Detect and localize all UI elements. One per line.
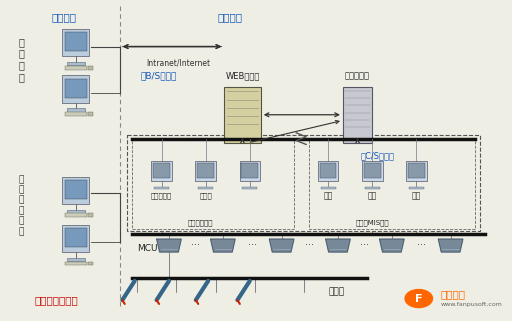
Bar [196, 160, 216, 181]
Text: Intranet/Internet: Intranet/Internet [147, 58, 211, 67]
Text: 发
电
集
团: 发 电 集 团 [18, 37, 24, 82]
Bar [62, 177, 90, 204]
Bar [62, 225, 90, 252]
Bar [65, 228, 87, 247]
Text: ···: ··· [360, 240, 369, 251]
Bar [88, 213, 93, 217]
Text: 主任: 主任 [412, 192, 421, 201]
Bar [67, 62, 85, 65]
Polygon shape [326, 239, 350, 252]
Bar [65, 213, 87, 217]
Bar [132, 139, 294, 229]
Bar [65, 180, 87, 199]
Text: 工控机: 工控机 [199, 193, 212, 199]
Text: www.fanpusoft.com: www.fanpusoft.com [441, 302, 503, 307]
Text: （监控中心）: （监控中心） [188, 220, 214, 226]
Bar [65, 112, 87, 116]
Bar [408, 163, 424, 178]
Bar [343, 87, 372, 143]
Bar [65, 262, 87, 265]
Text: MCU: MCU [137, 244, 158, 253]
Text: （B/S模式）: （B/S模式） [141, 71, 177, 80]
Bar [320, 163, 336, 178]
Bar [65, 79, 87, 98]
Polygon shape [157, 239, 181, 252]
Polygon shape [269, 239, 294, 252]
Bar [67, 210, 85, 213]
Bar [67, 108, 85, 112]
Text: （厂级MIS网）: （厂级MIS网） [355, 220, 389, 226]
Text: 电厂外部: 电厂外部 [51, 13, 76, 23]
Bar [153, 163, 170, 178]
Text: WEB服务器: WEB服务器 [225, 71, 260, 80]
Text: 数据服务器: 数据服务器 [345, 71, 370, 80]
Text: F: F [415, 293, 422, 304]
Text: ···: ··· [417, 240, 426, 251]
Text: 数据处理机: 数据处理机 [151, 193, 172, 199]
Text: ···: ··· [191, 240, 200, 251]
Bar [65, 66, 87, 70]
Text: 电厂内部: 电厂内部 [218, 13, 243, 23]
Polygon shape [379, 239, 404, 252]
Text: ···: ··· [248, 240, 257, 251]
Bar [318, 160, 338, 181]
Bar [62, 29, 90, 56]
Bar [362, 160, 382, 181]
Text: 厂长: 厂长 [324, 192, 333, 201]
Bar [240, 160, 260, 181]
Text: 系统结构示意图: 系统结构示意图 [34, 295, 78, 305]
Bar [406, 160, 426, 181]
Bar [409, 187, 424, 189]
Bar [365, 187, 379, 189]
Bar [198, 163, 214, 178]
Bar [154, 187, 169, 189]
Bar [321, 187, 335, 189]
Bar [62, 75, 90, 103]
Bar [88, 112, 93, 116]
Polygon shape [210, 239, 235, 252]
Text: 泛普软件: 泛普软件 [441, 289, 466, 299]
Bar [243, 187, 257, 189]
Bar [198, 187, 213, 189]
Bar [127, 135, 480, 231]
Polygon shape [438, 239, 463, 252]
Text: 总工: 总工 [368, 192, 377, 201]
Bar [65, 32, 87, 51]
Bar [242, 163, 258, 178]
Text: 电
厂
远
程
办
公: 电 厂 远 程 办 公 [18, 175, 24, 236]
Bar [364, 163, 380, 178]
Text: 传感器: 传感器 [328, 288, 344, 297]
Text: （C/S模式）: （C/S模式） [360, 151, 394, 160]
Bar [309, 139, 475, 229]
Bar [88, 262, 93, 265]
Circle shape [405, 290, 433, 308]
Bar [67, 258, 85, 261]
Bar [88, 66, 93, 70]
Text: ···: ··· [305, 240, 314, 251]
Bar [152, 160, 172, 181]
Bar [224, 87, 261, 143]
